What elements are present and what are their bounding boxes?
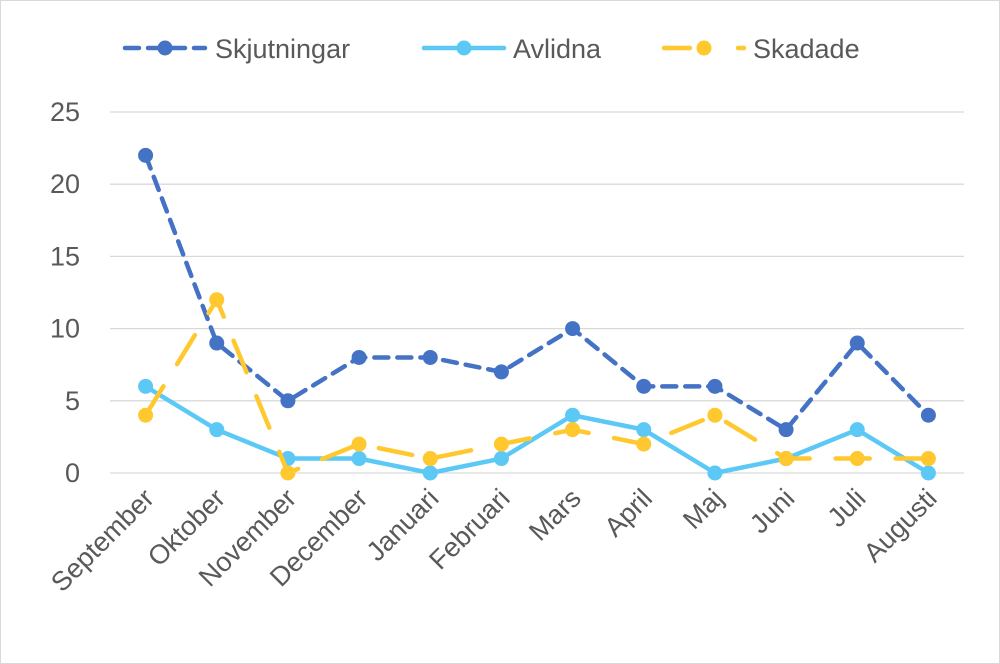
x-tick-label: Augusti: [858, 483, 943, 568]
data-point: [636, 378, 652, 394]
data-point: [422, 465, 438, 481]
data-point: [138, 407, 154, 423]
legend: Skjutningar Avlidna Skadade: [122, 34, 860, 64]
data-point: [138, 378, 154, 394]
data-point: [707, 378, 723, 394]
y-axis-ticks: 0 5 10 15 20 25: [50, 97, 80, 488]
series-line: [143, 384, 931, 476]
data-point: [778, 422, 794, 438]
legend-item-avlidna: Avlidna: [421, 34, 602, 64]
y-tick-label: 20: [50, 169, 80, 199]
data-point: [849, 335, 865, 351]
x-tick-label: Maj: [677, 483, 729, 535]
y-tick-label: 15: [50, 241, 80, 271]
series-line: [143, 153, 931, 432]
data-point: [209, 335, 225, 351]
y-tick-label: 5: [65, 386, 80, 416]
legend-label: Skjutningar: [215, 34, 350, 64]
data-point: [565, 407, 581, 423]
data-point: [707, 407, 723, 423]
series-group: [138, 147, 936, 481]
data-point: [636, 436, 652, 452]
data-point: [849, 451, 865, 467]
data-point: [351, 349, 367, 365]
data-point: [636, 422, 652, 438]
data-point: [493, 364, 509, 380]
x-tick-label: Mars: [523, 483, 587, 547]
gridlines: [110, 111, 964, 474]
legend-swatch-marker: [456, 40, 472, 56]
legend-swatch-marker: [696, 40, 712, 56]
data-point: [493, 436, 509, 452]
data-point: [707, 465, 723, 481]
data-point: [920, 451, 936, 467]
data-point: [209, 422, 225, 438]
data-point: [209, 292, 225, 308]
x-axis-ticks: SeptemberOktoberNovemberDecemberJanuariF…: [45, 483, 942, 598]
legend-item-skadade: Skadade: [661, 34, 860, 64]
data-point: [138, 147, 154, 163]
legend-item-skjutningar: Skjutningar: [122, 34, 350, 64]
series-skadade: [138, 292, 936, 481]
x-tick-label: Juli: [822, 483, 872, 533]
x-tick-label: September: [45, 483, 160, 598]
legend-label: Avlidna: [513, 34, 602, 64]
data-point: [565, 422, 581, 438]
y-tick-label: 0: [65, 458, 80, 488]
x-tick-label: Juni: [744, 483, 800, 539]
legend-label: Skadade: [753, 34, 860, 64]
data-point: [422, 451, 438, 467]
y-tick-label: 25: [50, 97, 80, 127]
data-point: [778, 451, 794, 467]
series-line: [143, 297, 931, 476]
legend-swatch-marker: [157, 40, 173, 56]
series-skjutningar: [138, 147, 936, 438]
y-tick-label: 10: [50, 314, 80, 344]
data-point: [920, 407, 936, 423]
data-point: [565, 321, 581, 337]
x-tick-label: April: [599, 483, 658, 542]
x-tick-label: Februari: [423, 483, 515, 575]
data-point: [422, 349, 438, 365]
data-point: [849, 422, 865, 438]
data-point: [351, 436, 367, 452]
data-point: [493, 451, 509, 467]
data-point: [351, 451, 367, 467]
data-point: [920, 465, 936, 481]
data-point: [280, 465, 296, 481]
data-point: [280, 393, 296, 409]
